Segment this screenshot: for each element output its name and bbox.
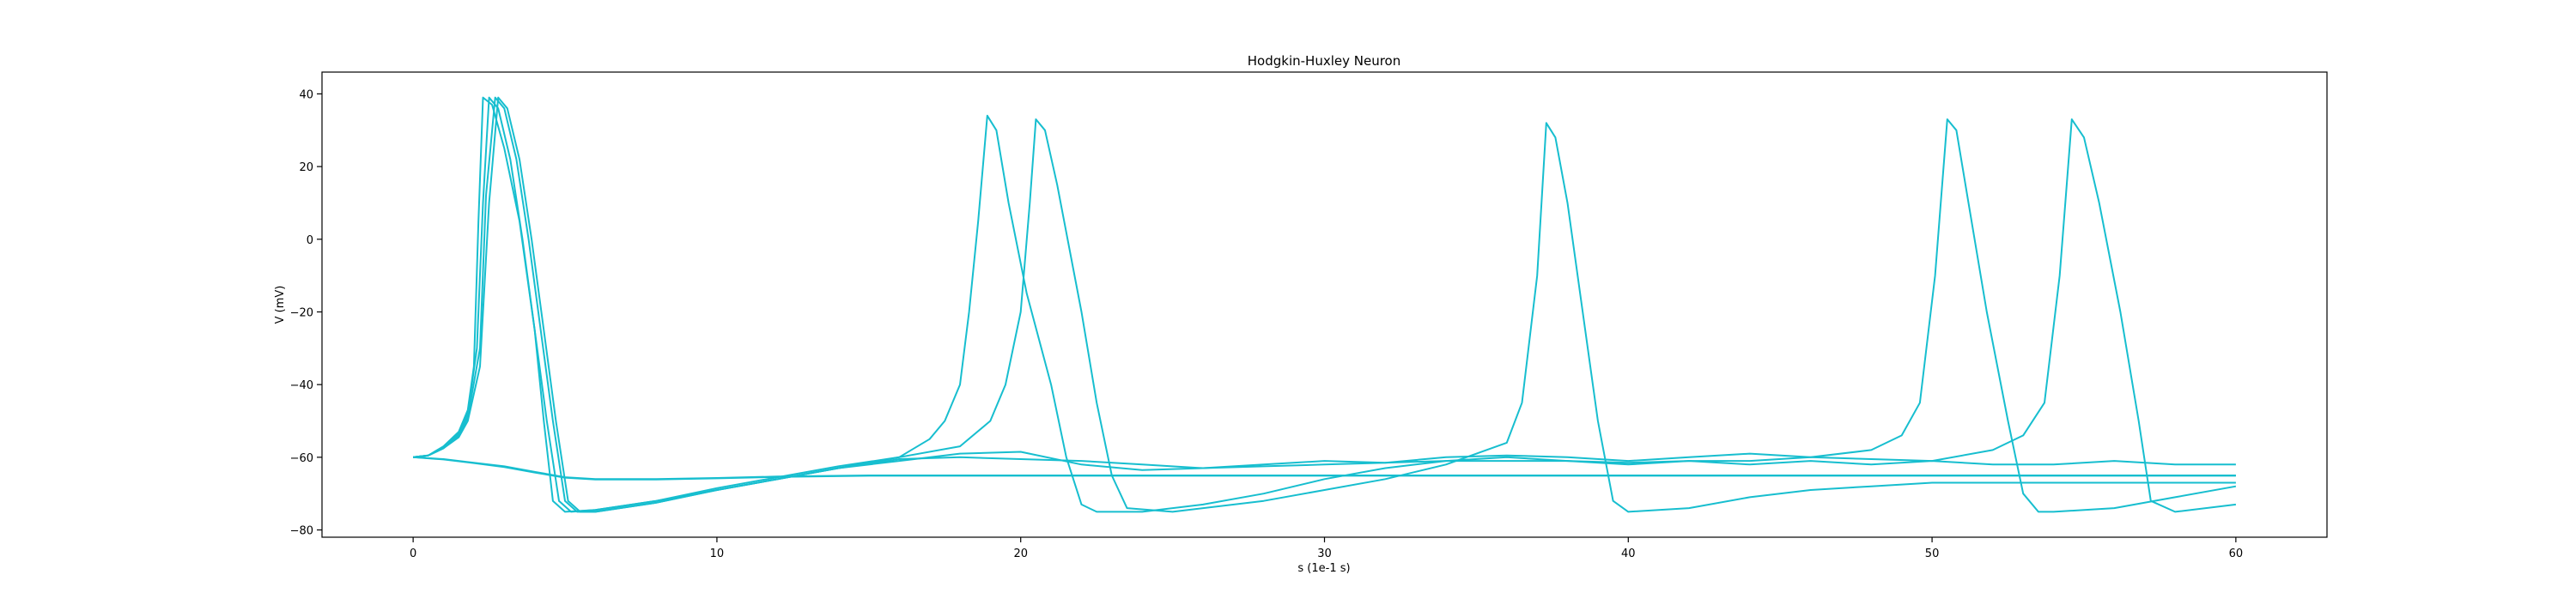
x-tick-label: 20 <box>1013 548 1028 560</box>
y-tick-label: 40 <box>299 88 313 101</box>
voltage-trace-4 <box>412 96 2237 513</box>
x-tick-label: 30 <box>1317 548 1332 560</box>
chart-title: Hodgkin-Huxley Neuron <box>1248 53 1400 69</box>
y-tick-label: 0 <box>307 234 313 247</box>
voltage-trace-1 <box>412 96 2236 513</box>
x-tick-label: 0 <box>410 548 416 560</box>
series-lines <box>412 96 2237 513</box>
x-axis-label: s (1e-1 s) <box>1297 562 1350 575</box>
voltage-trace-3 <box>412 96 2237 513</box>
y-axis-label: V (mV) <box>274 286 287 324</box>
voltage-trace-6 <box>413 456 2236 481</box>
x-tick-label: 10 <box>710 548 725 560</box>
x-tick-label: 50 <box>1925 548 1940 560</box>
x-tick-label: 60 <box>2229 548 2244 560</box>
y-tick-label: −60 <box>290 452 313 465</box>
y-tick-label: −40 <box>290 379 313 392</box>
y-tick-label: −80 <box>290 525 313 538</box>
x-axis: 0 10 20 30 40 50 60 <box>410 537 2243 560</box>
voltage-trace-2 <box>412 96 2236 513</box>
y-axis: −80 −60 −40 −20 0 20 40 <box>290 88 322 538</box>
y-tick-label: −20 <box>290 306 313 319</box>
x-tick-label: 40 <box>1621 548 1636 560</box>
y-tick-label: 20 <box>299 161 313 174</box>
plot-frame <box>321 71 2328 538</box>
